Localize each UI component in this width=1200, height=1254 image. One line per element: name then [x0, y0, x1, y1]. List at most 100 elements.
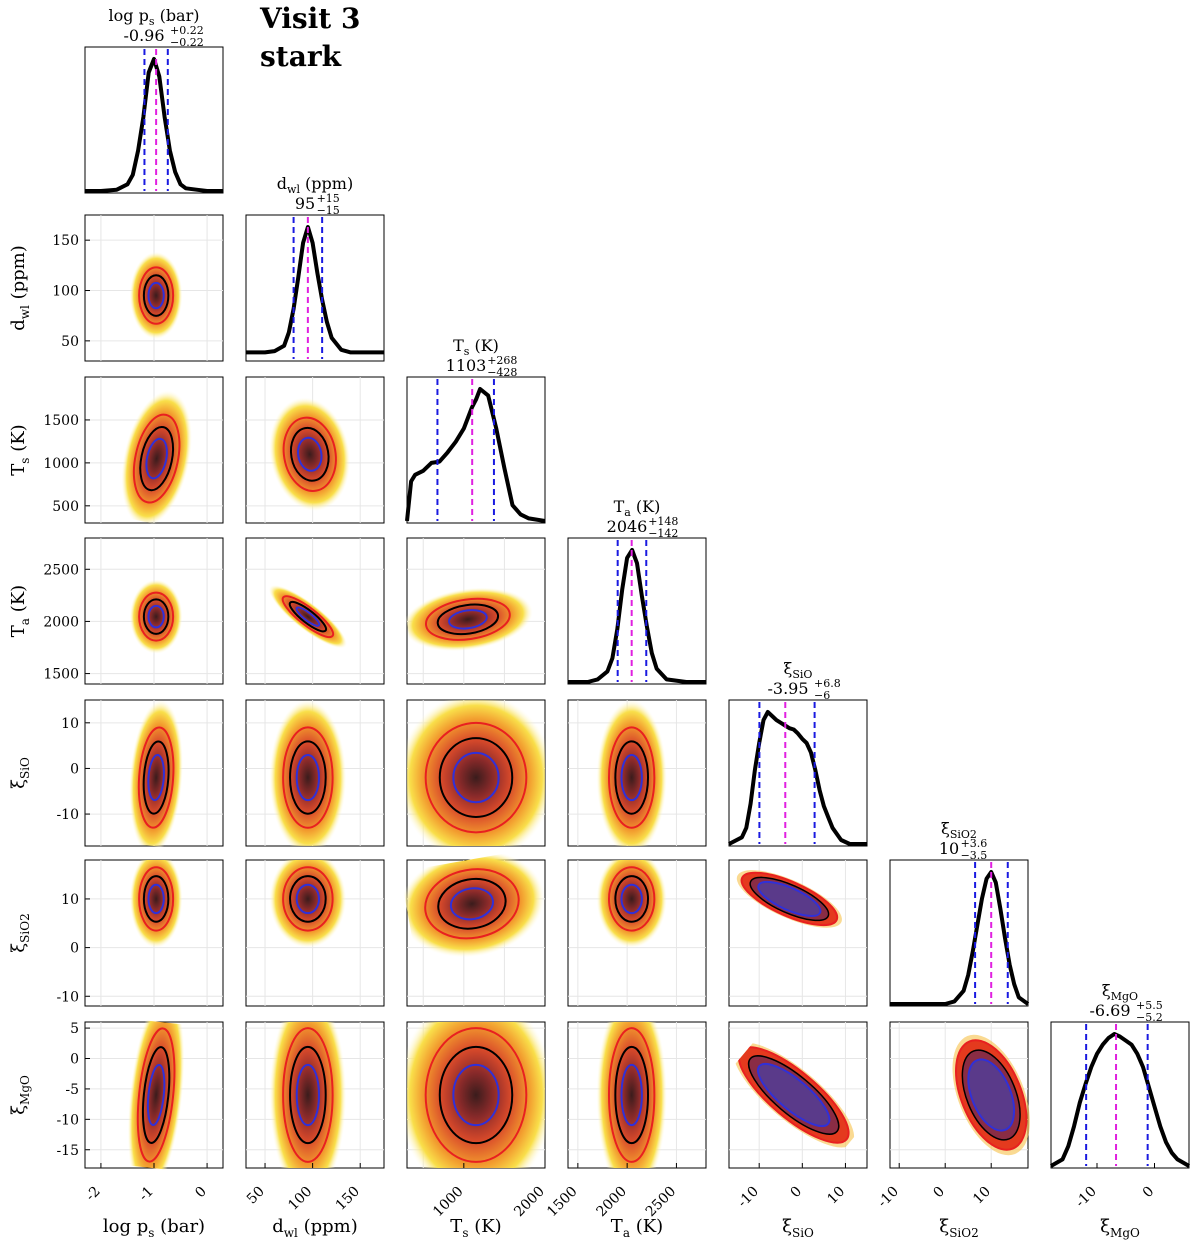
histogram-line — [246, 225, 384, 355]
density-map — [269, 1022, 347, 1168]
contour-3sigma — [138, 266, 175, 325]
contour-2sigma — [288, 600, 328, 633]
density-map — [407, 700, 545, 846]
y-axis-xMgO: -15 -10 -5 0 5 ξMgO — [8, 1021, 90, 1159]
x-tick-label: 10 — [824, 1184, 848, 1208]
contour-1sigma — [147, 604, 165, 629]
contour-1sigma — [295, 606, 321, 627]
contour-1sigma — [452, 1063, 500, 1127]
contour-1sigma — [146, 1064, 166, 1126]
histogram-line — [85, 57, 223, 193]
histogram-line — [405, 387, 546, 523]
x-tick-label: 10 — [970, 1184, 994, 1208]
plus-error: +5.5 — [1136, 999, 1163, 1012]
panel-frame — [84, 46, 224, 194]
y-tick-label: 2500 — [43, 562, 79, 578]
minus-error: −0.22 — [170, 36, 204, 49]
y-tick-label: 0 — [70, 1052, 79, 1068]
density-map — [121, 390, 192, 527]
x-tick-label: 0 — [788, 1184, 806, 1202]
y-axis-label: ξSiO2 — [8, 913, 32, 952]
x-tick-label: -1 — [136, 1184, 157, 1205]
x-tick-label: -10 — [875, 1184, 902, 1211]
histogram-line — [890, 870, 1030, 1006]
panel-frame — [245, 214, 385, 362]
contour-2sigma — [289, 875, 327, 923]
hist-panel-xMgO: ξMgO-6.69 +5.5−5.2 — [1050, 981, 1190, 1169]
x-axis-label: Ts (K) — [450, 1216, 501, 1240]
contour-3sigma — [138, 866, 175, 932]
contour-3sigma — [608, 1027, 656, 1163]
contour-3sigma — [424, 597, 511, 641]
x-axis-label: dwl (ppm) — [272, 1216, 358, 1240]
plus-error: +6.8 — [814, 677, 841, 690]
density-map — [400, 850, 545, 958]
y-tick-label: -10 — [56, 807, 79, 823]
contour-1sigma — [295, 753, 320, 802]
panel-xMgO-vs-dwl — [245, 1021, 385, 1169]
y-tick-label: -10 — [56, 989, 79, 1005]
contour-3sigma — [282, 726, 334, 829]
panel-frame — [728, 699, 868, 847]
contour-3sigma — [282, 1027, 334, 1163]
contour-2sigma — [289, 426, 330, 482]
plus-error: +268 — [487, 354, 517, 367]
hist-panel-Ts: Ts (K)1103 +268−428 — [405, 336, 546, 524]
param-title: log ps (bar) — [109, 6, 200, 28]
x-tick-label: -10 — [735, 1184, 762, 1211]
panel-Ts-vs-logps — [84, 376, 224, 527]
minus-error: −15 — [317, 204, 340, 217]
contour-3sigma — [608, 726, 656, 829]
x-tick-label: -2 — [83, 1184, 104, 1205]
panel-xSiO-vs-Ts — [406, 699, 546, 847]
contour-3sigma — [424, 868, 520, 940]
contour-2sigma — [289, 1045, 327, 1145]
x-tick-label: 2500 — [643, 1184, 680, 1221]
histogram-line — [728, 710, 867, 846]
median-value: 1103 — [446, 356, 487, 375]
contour-2sigma — [289, 740, 327, 815]
contour-3sigma — [282, 416, 337, 492]
x-axis-xSiO2: -10 0 10 ξSiO2 — [875, 1163, 994, 1240]
contour-1sigma — [147, 883, 165, 915]
median-value: 95 — [295, 194, 315, 213]
x-axis-label: ξMgO — [1100, 1216, 1140, 1240]
panel-xMgO-vs-Ta — [567, 1021, 707, 1169]
contour-1sigma — [620, 753, 643, 802]
contour-1sigma — [967, 1058, 1016, 1132]
density-map — [407, 1022, 545, 1168]
contour-2sigma — [614, 740, 650, 815]
density-map — [596, 700, 667, 846]
median-value: -0.96 — [123, 26, 164, 45]
contour-2sigma — [141, 1046, 171, 1144]
density-map — [129, 251, 183, 340]
x-tick-label: 1000 — [430, 1184, 467, 1221]
panel-dwl-vs-logps — [84, 214, 224, 362]
contour-2sigma — [142, 740, 170, 815]
contour-1sigma — [147, 754, 165, 802]
panel-Ta-vs-dwl — [245, 537, 385, 685]
density-map — [129, 860, 183, 948]
y-tick-label: -15 — [56, 1143, 79, 1159]
plus-error: +15 — [317, 192, 340, 205]
param-title: ξMgO — [1102, 981, 1138, 1003]
x-tick-label: 50 — [244, 1184, 268, 1208]
density-map — [269, 700, 347, 846]
contour-3sigma — [424, 1027, 528, 1163]
y-axis-label: dwl (ppm) — [8, 245, 32, 331]
plus-error: +148 — [648, 515, 678, 528]
density-map — [269, 860, 347, 948]
minus-error: −5.2 — [1136, 1011, 1163, 1024]
median-value: -6.69 — [1089, 1001, 1130, 1020]
panel-Ta-vs-logps — [84, 537, 224, 685]
y-tick-label: 150 — [52, 233, 79, 249]
y-tick-label: 1500 — [43, 667, 79, 683]
x-tick-label: 2000 — [511, 1184, 548, 1221]
y-tick-label: 2000 — [43, 614, 79, 630]
contour-1sigma — [757, 1062, 831, 1128]
